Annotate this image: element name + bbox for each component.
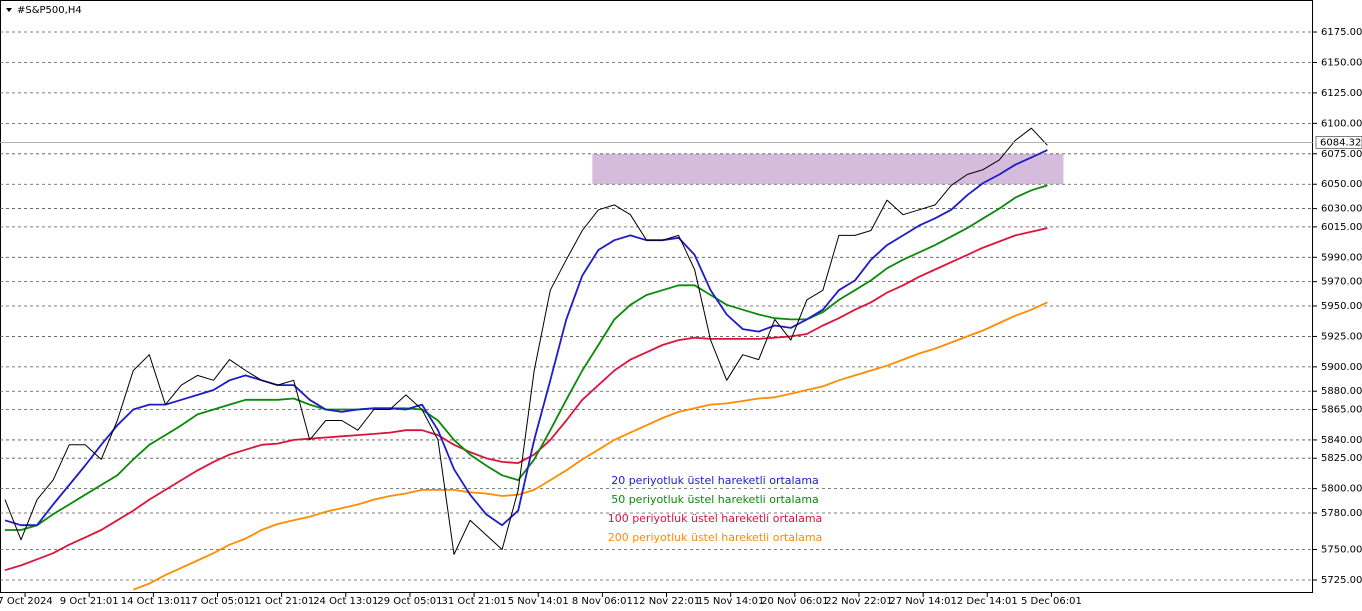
menu-arrow[interactable] (6, 8, 12, 12)
y-tick-label: 5865.00 (1321, 404, 1362, 415)
y-tick-label: 6030.00 (1321, 204, 1362, 215)
y-tick-label: 6175.00 (1321, 27, 1362, 38)
x-tick-label: 2 Dec 14:01 (957, 596, 1018, 607)
legend-label: 20 periyotluk üstel hareketli ortalama (611, 474, 819, 487)
ema-line (132, 301, 1048, 591)
y-tick-label: 6125.00 (1321, 88, 1362, 99)
ema-line (4, 149, 1048, 527)
x-tick-label: 31 Oct 21:01 (441, 596, 506, 607)
y-tick-label: 6150.00 (1321, 57, 1362, 68)
x-tick-label: 24 Oct 13:01 (313, 596, 378, 607)
ema-line (4, 227, 1048, 572)
y-tick-label: 5780.00 (1321, 508, 1362, 519)
x-tick-label: 21 Oct 21:01 (249, 596, 314, 607)
x-tick-label: 9 Oct 21:01 (60, 596, 119, 607)
legend-label: 200 periyotluk üstel hareketli ortalama (608, 531, 823, 544)
y-tick-label: 5900.00 (1321, 362, 1362, 373)
x-tick-label: 7 Oct 2024 (0, 596, 53, 607)
y-tick-label: 6075.00 (1321, 149, 1362, 160)
y-tick-label: 5840.00 (1321, 435, 1362, 446)
y-tick-label: 6015.00 (1321, 222, 1362, 233)
y-tick-label: 5800.00 (1321, 484, 1362, 495)
x-tick-label: 27 Nov 14:01 (889, 596, 956, 607)
x-tick-label: 5 Dec 06:01 (1021, 596, 1082, 607)
x-tick-label: 15 Nov 14:01 (697, 596, 764, 607)
x-tick-label: 12 Nov 22:01 (633, 596, 700, 607)
x-tick-label: 5 Nov 14:01 (508, 596, 569, 607)
price-line (4, 127, 1048, 555)
x-tick-label: 22 Nov 22:01 (825, 596, 892, 607)
y-tick-label: 5970.00 (1321, 277, 1362, 288)
x-tick-label: 8 Nov 06:01 (572, 596, 633, 607)
y-tick-label: 5880.00 (1321, 386, 1362, 397)
x-tick-label: 29 Oct 05:01 (377, 596, 442, 607)
y-tick-label: 5825.00 (1321, 453, 1362, 464)
y-tick-label: 5725.00 (1321, 575, 1362, 586)
legend-label: 100 periyotluk üstel hareketli ortalama (608, 512, 823, 525)
zone (592, 153, 1064, 185)
y-tick-label: 5750.00 (1321, 545, 1362, 556)
y-tick-label: 6050.00 (1321, 179, 1362, 190)
chart-title: #S&P500,H4 (17, 5, 82, 16)
y-tick-label: 5950.00 (1321, 301, 1362, 312)
current-price-box (1315, 136, 1362, 149)
x-tick-label: 20 Nov 06:01 (761, 596, 828, 607)
legend-label: 50 periyotluk üstel hareketli ortalama (611, 493, 819, 506)
y-tick-label: 5925.00 (1321, 331, 1362, 342)
x-tick-label: 14 Oct 13:01 (121, 596, 186, 607)
y-tick-label: 5990.00 (1321, 252, 1362, 263)
current-price-label: 6084.32 (1320, 137, 1361, 148)
x-tick-label: 17 Oct 05:01 (185, 596, 250, 607)
y-tick-label: 6100.00 (1321, 118, 1362, 129)
plot-frame (0, 0, 1313, 593)
ema-line (5, 184, 1048, 531)
